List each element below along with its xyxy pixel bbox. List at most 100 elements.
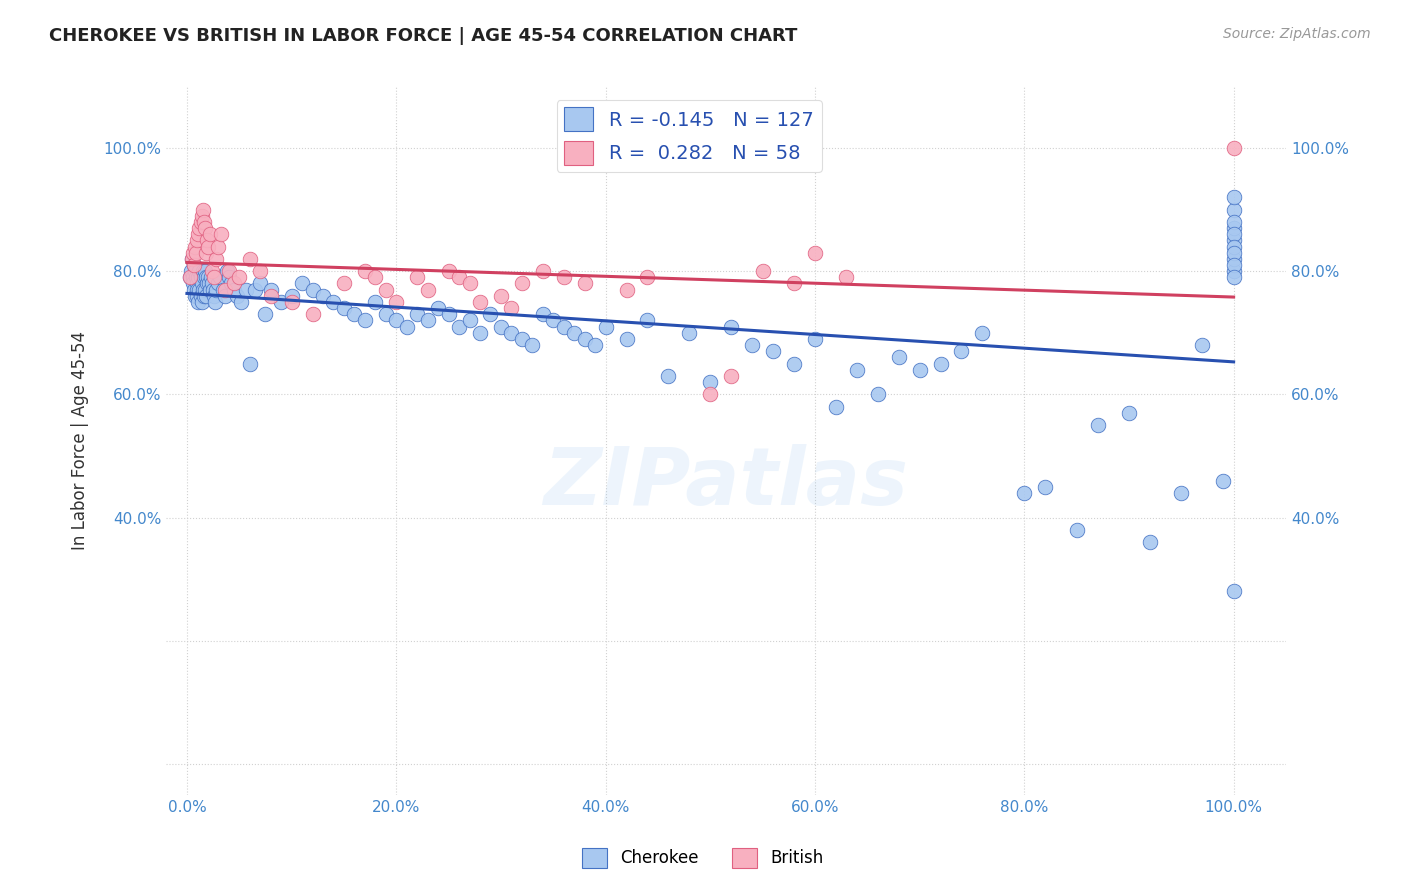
Point xyxy=(364,294,387,309)
Point xyxy=(678,326,700,340)
Point xyxy=(201,277,224,291)
Point xyxy=(637,313,659,327)
Point xyxy=(406,270,429,285)
Point xyxy=(522,338,544,352)
Point xyxy=(845,362,868,376)
Point xyxy=(385,313,408,327)
Point xyxy=(458,313,481,327)
Point xyxy=(416,313,439,327)
Point xyxy=(190,209,212,223)
Point xyxy=(202,270,225,285)
Point xyxy=(222,277,245,291)
Point xyxy=(449,270,471,285)
Point xyxy=(908,362,931,376)
Point xyxy=(184,289,207,303)
Point xyxy=(191,264,214,278)
Point xyxy=(209,270,232,285)
Point xyxy=(699,375,721,389)
Point xyxy=(193,289,215,303)
Point xyxy=(183,258,205,272)
Point xyxy=(553,319,575,334)
Point xyxy=(188,221,211,235)
Point xyxy=(186,283,208,297)
Point xyxy=(468,326,491,340)
Point xyxy=(193,270,215,285)
Point xyxy=(1222,258,1244,272)
Point xyxy=(194,270,217,285)
Point xyxy=(343,307,366,321)
Point xyxy=(211,227,233,242)
Point xyxy=(1212,474,1234,488)
Point xyxy=(239,252,262,266)
Point xyxy=(783,277,806,291)
Point xyxy=(458,277,481,291)
Point xyxy=(595,319,617,334)
Point xyxy=(1118,406,1140,420)
Point xyxy=(751,264,773,278)
Point xyxy=(191,202,214,217)
Point xyxy=(249,264,271,278)
Point xyxy=(449,319,471,334)
Point xyxy=(1139,535,1161,549)
Point xyxy=(207,239,229,253)
Point xyxy=(211,283,233,297)
Point xyxy=(181,245,204,260)
Point xyxy=(574,332,596,346)
Point xyxy=(198,227,221,242)
Point xyxy=(531,264,554,278)
Point xyxy=(207,277,229,291)
Point xyxy=(825,400,848,414)
Point xyxy=(1222,252,1244,266)
Point xyxy=(231,294,253,309)
Point xyxy=(270,294,292,309)
Point xyxy=(1191,338,1213,352)
Point xyxy=(783,357,806,371)
Point xyxy=(437,264,460,278)
Point xyxy=(374,307,396,321)
Point xyxy=(1222,141,1244,155)
Point xyxy=(198,277,221,291)
Point xyxy=(186,270,208,285)
Point xyxy=(427,301,450,315)
Point xyxy=(226,289,249,303)
Point xyxy=(1222,190,1244,204)
Point xyxy=(249,277,271,291)
Point xyxy=(181,252,204,266)
Point xyxy=(312,289,335,303)
Point xyxy=(489,289,512,303)
Point xyxy=(190,270,212,285)
Point xyxy=(657,368,679,383)
Point xyxy=(215,264,238,278)
Point xyxy=(186,233,208,247)
Point xyxy=(1170,486,1192,500)
Point xyxy=(214,289,236,303)
Point xyxy=(219,277,242,291)
Point xyxy=(201,264,224,278)
Point xyxy=(205,283,228,297)
Point xyxy=(835,270,858,285)
Point xyxy=(218,264,240,278)
Point xyxy=(720,319,742,334)
Point xyxy=(364,270,387,285)
Point xyxy=(1222,227,1244,242)
Point xyxy=(197,239,219,253)
Point xyxy=(637,270,659,285)
Point xyxy=(194,221,217,235)
Point xyxy=(333,301,356,315)
Point xyxy=(194,289,217,303)
Point xyxy=(202,289,225,303)
Point xyxy=(180,264,202,278)
Point xyxy=(181,270,204,285)
Point xyxy=(228,270,250,285)
Point xyxy=(218,270,240,285)
Point xyxy=(1222,245,1244,260)
Point xyxy=(699,387,721,401)
Legend: R = -0.145   N = 127, R =  0.282   N = 58: R = -0.145 N = 127, R = 0.282 N = 58 xyxy=(557,100,821,172)
Point xyxy=(200,270,222,285)
Point xyxy=(186,245,208,260)
Point xyxy=(260,283,283,297)
Point xyxy=(194,283,217,297)
Point xyxy=(190,294,212,309)
Point xyxy=(574,277,596,291)
Point xyxy=(866,387,889,401)
